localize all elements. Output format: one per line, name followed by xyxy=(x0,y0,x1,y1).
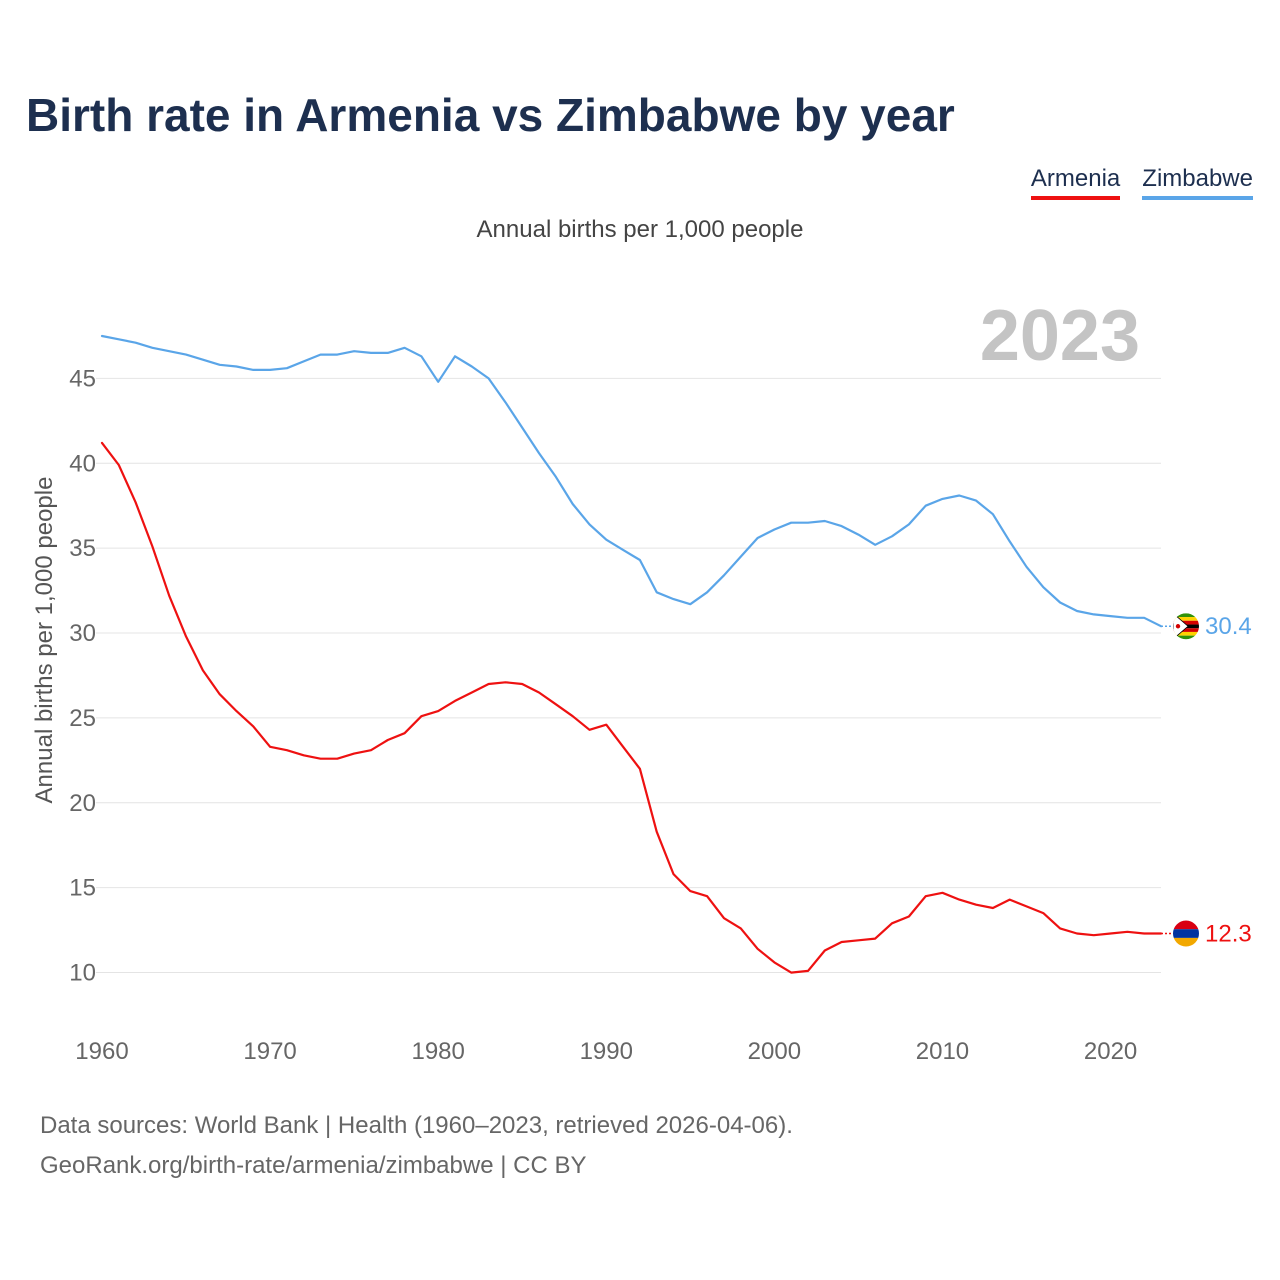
y-tick-label: 40 xyxy=(69,450,96,477)
x-tick-label: 2010 xyxy=(916,1038,969,1065)
x-tick-label: 1980 xyxy=(411,1038,464,1065)
chart-title: Birth rate in Armenia vs Zimbabwe by yea… xyxy=(26,89,955,141)
series-line-armenia xyxy=(100,441,1163,974)
y-tick-label: 20 xyxy=(69,790,96,817)
x-axis-ticks: 1960 1970 1980 1990 2000 2010 2020 xyxy=(75,1038,1137,1065)
end-markers: 12.3 30.4 xyxy=(1173,613,1252,948)
y-tick-label: 30 xyxy=(69,620,96,647)
footer-link[interactable]: GeoRank.org/birth-rate/armenia/zimbabwe … xyxy=(40,1152,587,1179)
year-marker: 2023 xyxy=(980,296,1140,376)
x-tick-label: 2000 xyxy=(748,1038,801,1065)
y-tick-label: 35 xyxy=(69,535,96,562)
x-tick-label: 2020 xyxy=(1084,1038,1137,1065)
y-axis-ticks: 10 15 20 25 30 35 40 45 xyxy=(69,365,96,986)
end-label-armenia: 12.3 xyxy=(1205,921,1252,948)
series-line-zimbabwe xyxy=(100,334,1163,628)
footer: Data sources: World Bank | Health (1960–… xyxy=(40,1106,793,1186)
chart-subtitle: Annual births per 1,000 people xyxy=(476,216,804,243)
y-tick-label: 25 xyxy=(69,705,96,732)
zimbabwe-flag-icon xyxy=(1173,613,1199,640)
legend-item-armenia[interactable]: Armenia xyxy=(1030,164,1121,200)
gridlines xyxy=(96,377,1161,974)
series-lines xyxy=(100,334,1180,974)
x-tick-label: 1960 xyxy=(75,1038,128,1065)
armenia-flag-icon xyxy=(1173,920,1199,947)
x-tick-label: 1970 xyxy=(243,1038,296,1065)
legend-item-zimbabwe[interactable]: Zimbabwe xyxy=(1142,164,1253,200)
y-tick-label: 45 xyxy=(69,365,96,392)
footer-source: Data sources: World Bank | Health (1960–… xyxy=(40,1112,793,1139)
legend: Armenia Zimbabwe xyxy=(1030,164,1253,200)
y-tick-label: 15 xyxy=(69,875,96,902)
y-tick-label: 10 xyxy=(69,960,96,987)
y-axis-label: Annual births per 1,000 people xyxy=(31,477,58,804)
x-tick-label: 1990 xyxy=(580,1038,633,1065)
end-label-zimbabwe: 30.4 xyxy=(1205,613,1252,640)
